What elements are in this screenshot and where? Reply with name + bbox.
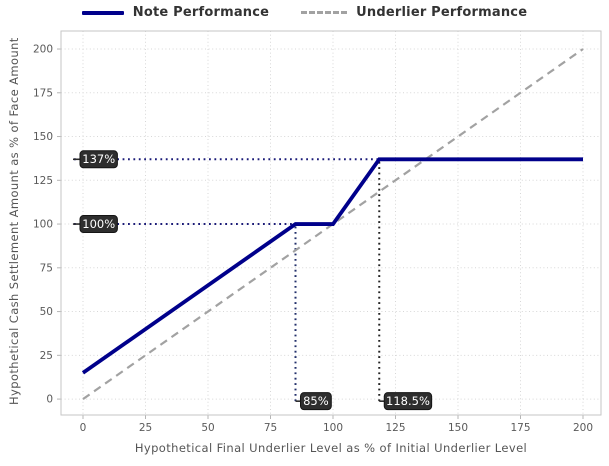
svg-text:0: 0 [46,394,53,406]
legend-label-underlier: Underlier Performance [356,5,528,20]
svg-text:125: 125 [33,175,53,187]
svg-text:75: 75 [264,422,277,434]
underlier-line-swatch [301,11,348,14]
svg-text:137%: 137% [82,152,115,166]
svg-text:200: 200 [573,422,593,434]
note-line-swatch [81,10,124,15]
legend-item-underlier: Underlier Performance [301,5,527,20]
svg-text:175: 175 [33,87,53,99]
legend-item-note: Note Performance [81,5,270,20]
svg-text:0: 0 [80,422,87,434]
svg-text:175: 175 [510,422,530,434]
x-axis-title: Hypothetical Final Underlier Level as % … [134,441,528,455]
chart-legend: Note Performance Underlier Performance [0,5,609,20]
legend-label-note: Note Performance [132,5,270,20]
svg-text:200: 200 [33,44,53,56]
svg-text:150: 150 [33,131,53,143]
svg-text:25: 25 [139,422,152,434]
svg-text:118.5%: 118.5% [386,394,430,408]
svg-text:50: 50 [201,422,214,434]
svg-text:150: 150 [448,422,468,434]
svg-text:85%: 85% [303,394,329,408]
svg-text:100: 100 [33,219,53,231]
svg-text:125: 125 [385,422,405,434]
svg-text:75: 75 [40,262,53,274]
svg-text:100%: 100% [82,217,115,231]
svg-text:50: 50 [40,306,53,318]
y-axis-title: Hypothetical Cash Settlement Amount as %… [7,37,21,406]
svg-text:100: 100 [323,422,343,434]
svg-text:25: 25 [40,350,53,362]
